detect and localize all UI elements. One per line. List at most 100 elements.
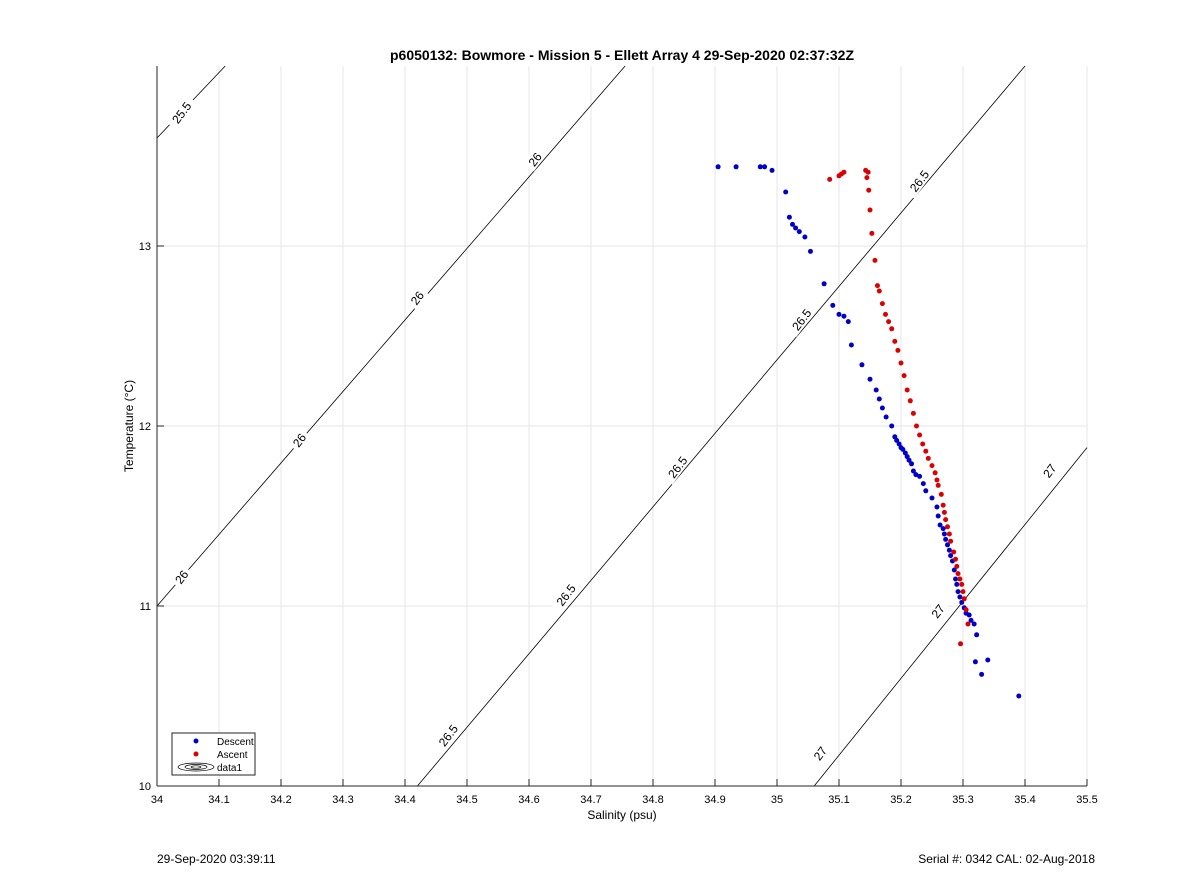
contour-label: 26 [287,427,311,452]
descent-point [948,553,954,559]
y-tick-label: 10 [139,781,151,793]
x-ticks: 34 34.1 34.2 34.3 34.4 34.5 34.6 34.7 34.8 34.9 35… [151,779,1098,806]
descent-point [951,567,957,573]
ascent-point [917,432,923,438]
descent-point [909,461,915,467]
descent-point [955,589,961,595]
x-tick-label: 34.1 [208,794,229,806]
descent-point [923,488,929,494]
x-tick-label: 35 [771,794,783,806]
descent-point [793,225,799,231]
x-tick-label: 34.7 [580,794,601,806]
legend[interactable]: Descent Ascent data1 [171,732,256,776]
descent-point [945,542,950,548]
contour-label-bg [902,162,935,199]
ascent-point [895,347,901,353]
contour-label-bg [165,94,197,130]
ascent-point [943,517,949,523]
descent-point [971,621,977,627]
ascent-point [957,576,963,582]
x-tick-label: 35.2 [890,794,911,806]
contour-label-bg [404,285,429,310]
descent-point [873,387,879,393]
descent-point [935,513,941,519]
descent-point [841,313,847,319]
ascent-point [958,641,964,647]
descent-point [968,617,974,623]
contour-label-bg [785,301,817,337]
descent-point [906,457,912,463]
descent-point [848,342,854,348]
legend-label-ascent: Ascent [217,750,248,761]
ascent-point [951,549,957,555]
y-tick-label: 12 [139,421,151,433]
contour-line-26 [156,65,626,607]
descent-point [715,164,721,170]
ascent-point [867,207,873,213]
footer-timestamp: 29-Sep-2020 03:39:11 [157,852,276,866]
descent-point [733,164,739,170]
ascent-point [874,283,880,289]
x-tick-label: 34.8 [642,794,663,806]
descent-point [845,319,851,325]
chart-title: p6050132: Bowmore - Mission 5 - Ellett A… [390,47,854,63]
descent-point [954,581,960,587]
legend-marker-descent [193,738,199,744]
ascent-point [959,581,965,587]
x-axis-label: Salinity (psu) [587,808,656,822]
ascent-point [904,387,910,393]
contour-label-bg [549,576,582,613]
descent-point [867,376,873,382]
y-ticks: 10 11 12 13 [139,241,164,793]
descent-point [796,229,802,235]
x-tick-label: 34.4 [394,794,415,806]
ascent-point [953,556,959,562]
ascent-point [841,169,847,175]
ascent-point [925,455,931,461]
descent-point [802,234,808,240]
descent-point [757,164,763,170]
ascent-point [961,596,967,602]
descent-point [894,437,900,443]
contour-line-27 [813,447,1088,787]
contour-label-bg [522,146,547,172]
descent-point [769,167,775,173]
descent-point [920,481,926,487]
descent-point [783,189,789,195]
descent-point [830,302,836,308]
legend-label-descent: Descent [217,737,254,748]
descent-point [786,214,792,220]
descent-point [762,164,768,170]
legend-marker-ascent [193,751,199,757]
ascent-point [876,288,882,294]
ascent-point [866,187,872,193]
descent-point [836,311,842,317]
descent-point [900,446,906,452]
ascent-point [946,531,952,537]
ascent-point [934,477,940,483]
data-points [715,164,1022,699]
ascent-point [938,491,944,497]
ascent-point [864,175,870,181]
ascent-point [940,502,946,508]
ascent-point [954,563,960,569]
ascent-point [955,571,961,577]
ascent-point [963,607,969,613]
descent-point [940,526,946,532]
contour-label: 27 [925,598,950,623]
ascent-point [941,509,947,515]
descent-point [957,594,963,600]
contour-label-bg [925,598,950,623]
contour-label-bg [287,427,311,452]
ascent-point [935,482,941,488]
ascent-point [883,311,888,317]
descent-point [889,423,895,429]
ascent-point [889,326,895,332]
contour-label-bg [661,449,693,485]
descent-point [941,531,947,537]
ascent-point [892,338,898,344]
descent-point [910,468,916,474]
descent-point [937,522,943,528]
ascent-point [923,448,929,454]
descent-point [953,576,959,582]
